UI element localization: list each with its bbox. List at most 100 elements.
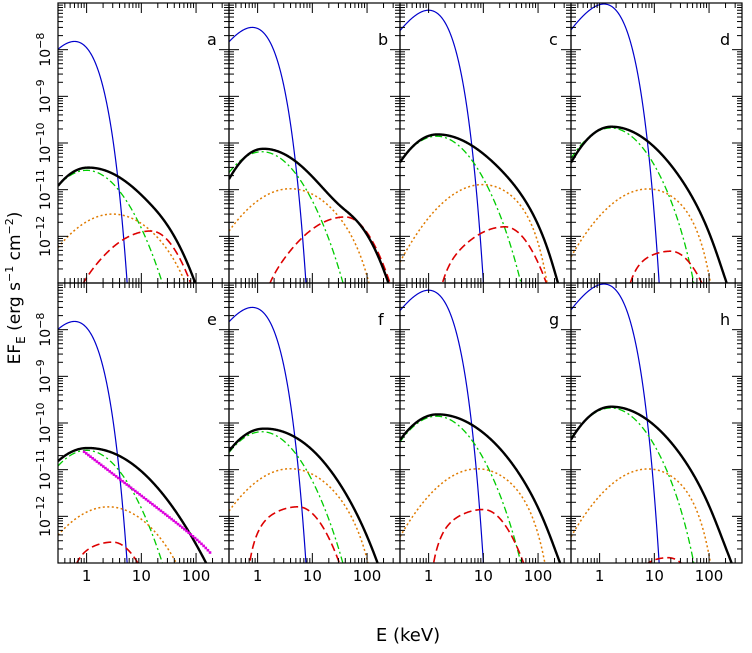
panel-d: d (570, 2, 743, 284)
panel-g: g 1 10 100 (399, 282, 572, 585)
data-point-e (144, 497, 148, 501)
series-total-black-a (58, 166, 197, 283)
series-hard-red-a (82, 230, 192, 283)
panel-f-frame (228, 282, 401, 564)
panel-label-h: h (720, 310, 730, 329)
y-tick-label: 10−12 (34, 496, 54, 537)
data-point-e (208, 551, 212, 554)
series-comp-orange-e (58, 506, 178, 563)
panels-group: a 10−8 10−9 10−10 10−11 10−12 b c d e 1 10 100 10−8 10… (34, 2, 743, 585)
x-tick-label: 100 (353, 567, 382, 585)
data-point-e (95, 460, 99, 463)
panel-a: a 10−8 10−9 10−10 10−11 10−12 (34, 2, 230, 284)
data-point-e (82, 450, 86, 454)
series-disk-green-d (571, 127, 695, 283)
data-point-e (91, 457, 94, 460)
series-blackbody-blue-g (400, 289, 485, 563)
x-tick-label: 1 (595, 567, 605, 585)
panel-a-curves (58, 40, 197, 283)
series-total-black-e (58, 446, 208, 563)
x-tick-label: 100 (182, 567, 211, 585)
data-point-e (204, 546, 208, 550)
y-tick-label: 10−12 (34, 216, 54, 257)
data-point-e (178, 524, 182, 528)
panel-e: e 1 10 100 10−8 10−9 10−10 10−11 10−12 (34, 282, 230, 585)
series-blackbody-blue-f (229, 306, 307, 563)
x-axis-label: E (keV) (376, 625, 440, 646)
series-comp-orange-b (229, 187, 370, 283)
data-point-e (151, 502, 154, 506)
x-tick-label: 10 (132, 567, 151, 585)
panel-a-ticks (57, 3, 230, 284)
x-tick-label: 100 (524, 567, 553, 585)
data-point-e (185, 529, 188, 533)
panel-e-ticks (57, 283, 230, 564)
series-hard-red-d (629, 250, 703, 283)
y-tick-label: 10−10 (34, 122, 54, 163)
y-axis-label-sup2: −2 (3, 218, 16, 234)
series-disk-green-e (58, 449, 164, 563)
panel-b-ticks (228, 3, 401, 284)
series-disk-green-c (400, 135, 522, 283)
data-point-e (170, 517, 173, 521)
series-total-black-g (400, 413, 562, 563)
data-point-e (153, 504, 156, 508)
data-point-e (112, 473, 116, 476)
data-point-e (206, 548, 210, 552)
y-axis-label-units: (erg s (5, 282, 25, 336)
data-point-e (183, 527, 186, 531)
series-total-black-d (571, 125, 728, 283)
data-point-e (121, 479, 124, 483)
series-comp-orange-f (229, 467, 369, 563)
y-tick-label: 10−8 (34, 313, 54, 347)
data-point-e (163, 512, 167, 516)
data-point-e (84, 452, 88, 455)
panel-f-ticks (228, 283, 401, 564)
data-point-e (198, 540, 201, 544)
data-point-e (136, 491, 139, 495)
data-point-e (193, 536, 197, 540)
y-axis-label-sub: E (14, 336, 28, 344)
panel-label-g: g (549, 310, 559, 329)
data-point-e (187, 531, 190, 535)
data-point-e (174, 521, 178, 524)
x-tick-label: 10 (645, 567, 664, 585)
data-point-e (202, 544, 205, 548)
y-tick-label: 10−9 (34, 79, 54, 113)
data-point-e (168, 516, 171, 519)
series-disk-green-f (229, 431, 344, 563)
y-tick-label: 10−11 (34, 449, 54, 490)
series-blackbody-blue-d (571, 3, 660, 283)
data-point-e (155, 506, 158, 509)
data-point-e (104, 466, 107, 470)
data-point-e (146, 499, 150, 503)
x-tick-label: 1 (424, 567, 434, 585)
series-blackbody-blue-b (229, 26, 307, 283)
y-axis-label-cm: cm (5, 234, 25, 265)
series-total-black-c (400, 133, 560, 283)
x-tick-label: 10 (474, 567, 493, 585)
data-point-e (119, 478, 122, 481)
panel-h-curves (571, 283, 733, 563)
data-point-e (191, 534, 195, 538)
data-point-e (99, 463, 103, 467)
y-axis-label-end: ) (5, 212, 25, 219)
data-point-e (102, 465, 105, 468)
panel-d-curves (571, 3, 728, 283)
series-blackbody-blue-a (58, 40, 128, 283)
series-blackbody-blue-h (571, 283, 660, 563)
y-axis-label-main: EF (5, 344, 25, 365)
panel-g-curves (400, 289, 562, 563)
data-point-e (97, 461, 101, 465)
x-tick-label: 1 (82, 567, 92, 585)
data-point-e (87, 453, 90, 457)
data-point-e (129, 486, 133, 490)
panel-b: b (228, 2, 401, 284)
data-point-e (89, 455, 92, 458)
series-disk-green-h (571, 407, 695, 563)
panel-b-curves (229, 26, 391, 283)
panel-g-ticks (399, 283, 572, 564)
panel-c-curves (400, 9, 560, 283)
data-point-e (176, 522, 180, 526)
